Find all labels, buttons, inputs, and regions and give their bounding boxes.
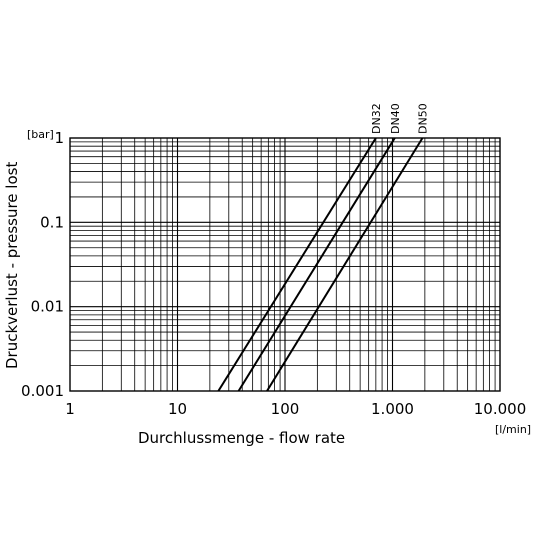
series-line-dn40 [237,137,396,392]
y-tick-label: 1 [54,129,64,147]
y-tick-label: 0.1 [40,213,64,231]
tick-labels: 1 10 100 1.000 10.000 0.001 0.01 0.1 1 [21,129,526,418]
series-label-dn32: DN32 [370,103,383,134]
y-tick-label: 0.01 [31,298,64,316]
x-axis-unit: [l/min] [495,423,531,436]
grid [70,138,500,391]
x-tick-label: 1.000 [371,400,414,418]
x-tick-label: 1 [65,400,75,418]
series-line-dn32 [217,137,377,392]
plot-frame [69,137,501,392]
y-axis-title: Druckverlust - pressure lost [3,162,21,369]
series-line-dn50 [266,137,424,392]
x-tick-label: 10 [168,400,187,418]
series-label-dn40: DN40 [389,103,402,134]
series-lines: DN32 DN40 DN50 [217,103,429,392]
y-tick-label: 0.001 [21,382,64,400]
x-tick-label: 10.000 [474,400,527,418]
y-axis-unit: [bar] [27,128,54,141]
series-label-dn50: DN50 [416,103,429,134]
x-axis-title: Durchlussmenge - flow rate [138,429,345,447]
x-tick-label: 100 [271,400,300,418]
